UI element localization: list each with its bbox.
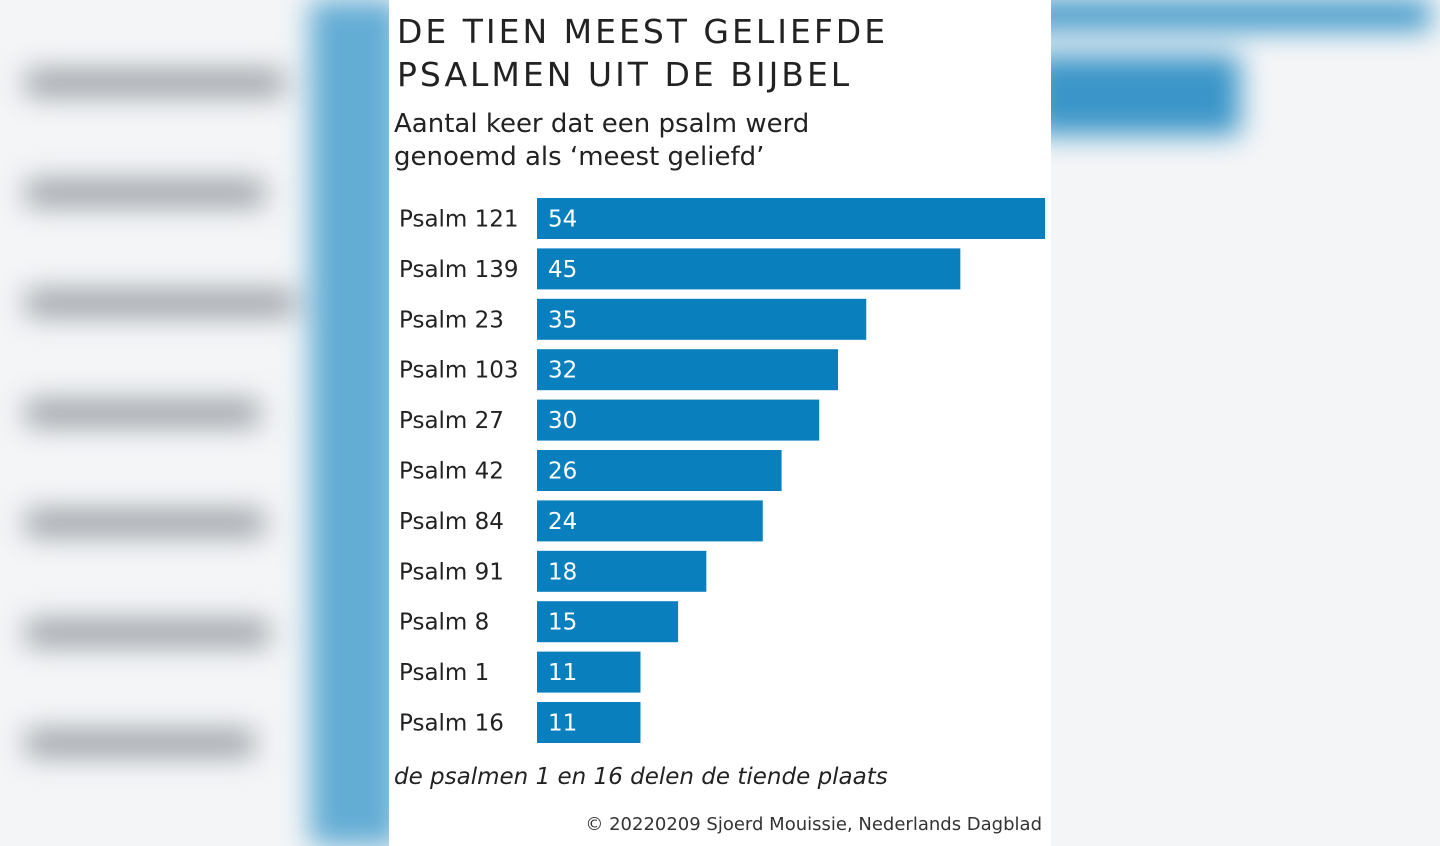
blurred-text-7: [25, 730, 255, 756]
bar: [537, 601, 679, 643]
bar: [537, 450, 782, 491]
blurred-bar-1: [1030, 55, 1240, 135]
blurred-text-3: [25, 290, 295, 316]
bar: [537, 702, 641, 743]
bar-chart-svg: Psalm 121 54 Psalm 139 45 Psalm 23 35 Psalm 10…: [399, 198, 1045, 743]
category-label: Psalm 84: [399, 509, 504, 535]
bar-chart: Psalm 121 54 Psalm 139 45 Psalm 23 35 Psalm 10…: [389, 190, 1051, 755]
bar: [537, 550, 707, 592]
value-label: 32: [548, 358, 577, 384]
value-label: 15: [548, 610, 577, 636]
blurred-text-6: [25, 620, 270, 646]
category-label: Psalm 42: [399, 459, 504, 485]
chart-credit: © 20220209 Sjoerd Mouissie, Nederlands D…: [585, 814, 1042, 835]
chart-title: DE TIEN MEEST GELIEFDE PSALMEN UIT DE BI…: [397, 12, 889, 94]
value-label: 18: [548, 559, 577, 585]
chart-card: DE TIEN MEEST GELIEFDE PSALMEN UIT DE BI…: [389, 0, 1051, 846]
category-label: Psalm 91: [399, 559, 504, 585]
value-label: 11: [548, 660, 577, 686]
value-label: 26: [548, 459, 577, 485]
category-label: Psalm 8: [399, 610, 489, 636]
category-label: Psalm 16: [399, 711, 504, 737]
bar: [537, 198, 1045, 239]
value-label: 30: [548, 408, 577, 434]
chart-subtitle-line-2: genoemd als ‘meest geliefd’: [394, 142, 765, 172]
bar: [537, 651, 641, 693]
category-label: Psalm 23: [399, 307, 504, 333]
value-label: 24: [548, 509, 577, 535]
category-label: Psalm 1: [399, 660, 489, 686]
bar: [537, 349, 839, 391]
blurred-band-left: [310, 0, 400, 846]
bar: [537, 399, 820, 441]
blurred-text-1: [25, 70, 285, 96]
value-label: 54: [548, 207, 577, 233]
chart-subtitle-line-1: Aantal keer dat een psalm werd: [394, 109, 810, 139]
blurred-bar-top: [1020, 0, 1430, 30]
chart-subtitle: Aantal keer dat een psalm werd genoemd a…: [394, 108, 914, 174]
value-label: 45: [548, 257, 577, 283]
chart-note: de psalmen 1 en 16 delen de tiende plaat…: [394, 764, 888, 790]
category-label: Psalm 103: [399, 358, 519, 384]
category-label: Psalm 121: [399, 207, 519, 233]
category-label: Psalm 139: [399, 257, 519, 283]
category-label: Psalm 27: [399, 408, 504, 434]
value-label: 35: [548, 307, 577, 333]
blurred-text-2: [25, 180, 265, 206]
bar: [537, 298, 867, 340]
blurred-text-5: [25, 510, 265, 536]
bar: [537, 248, 961, 290]
blurred-text-4: [25, 400, 260, 426]
value-label: 11: [548, 711, 577, 737]
bar: [537, 500, 763, 542]
